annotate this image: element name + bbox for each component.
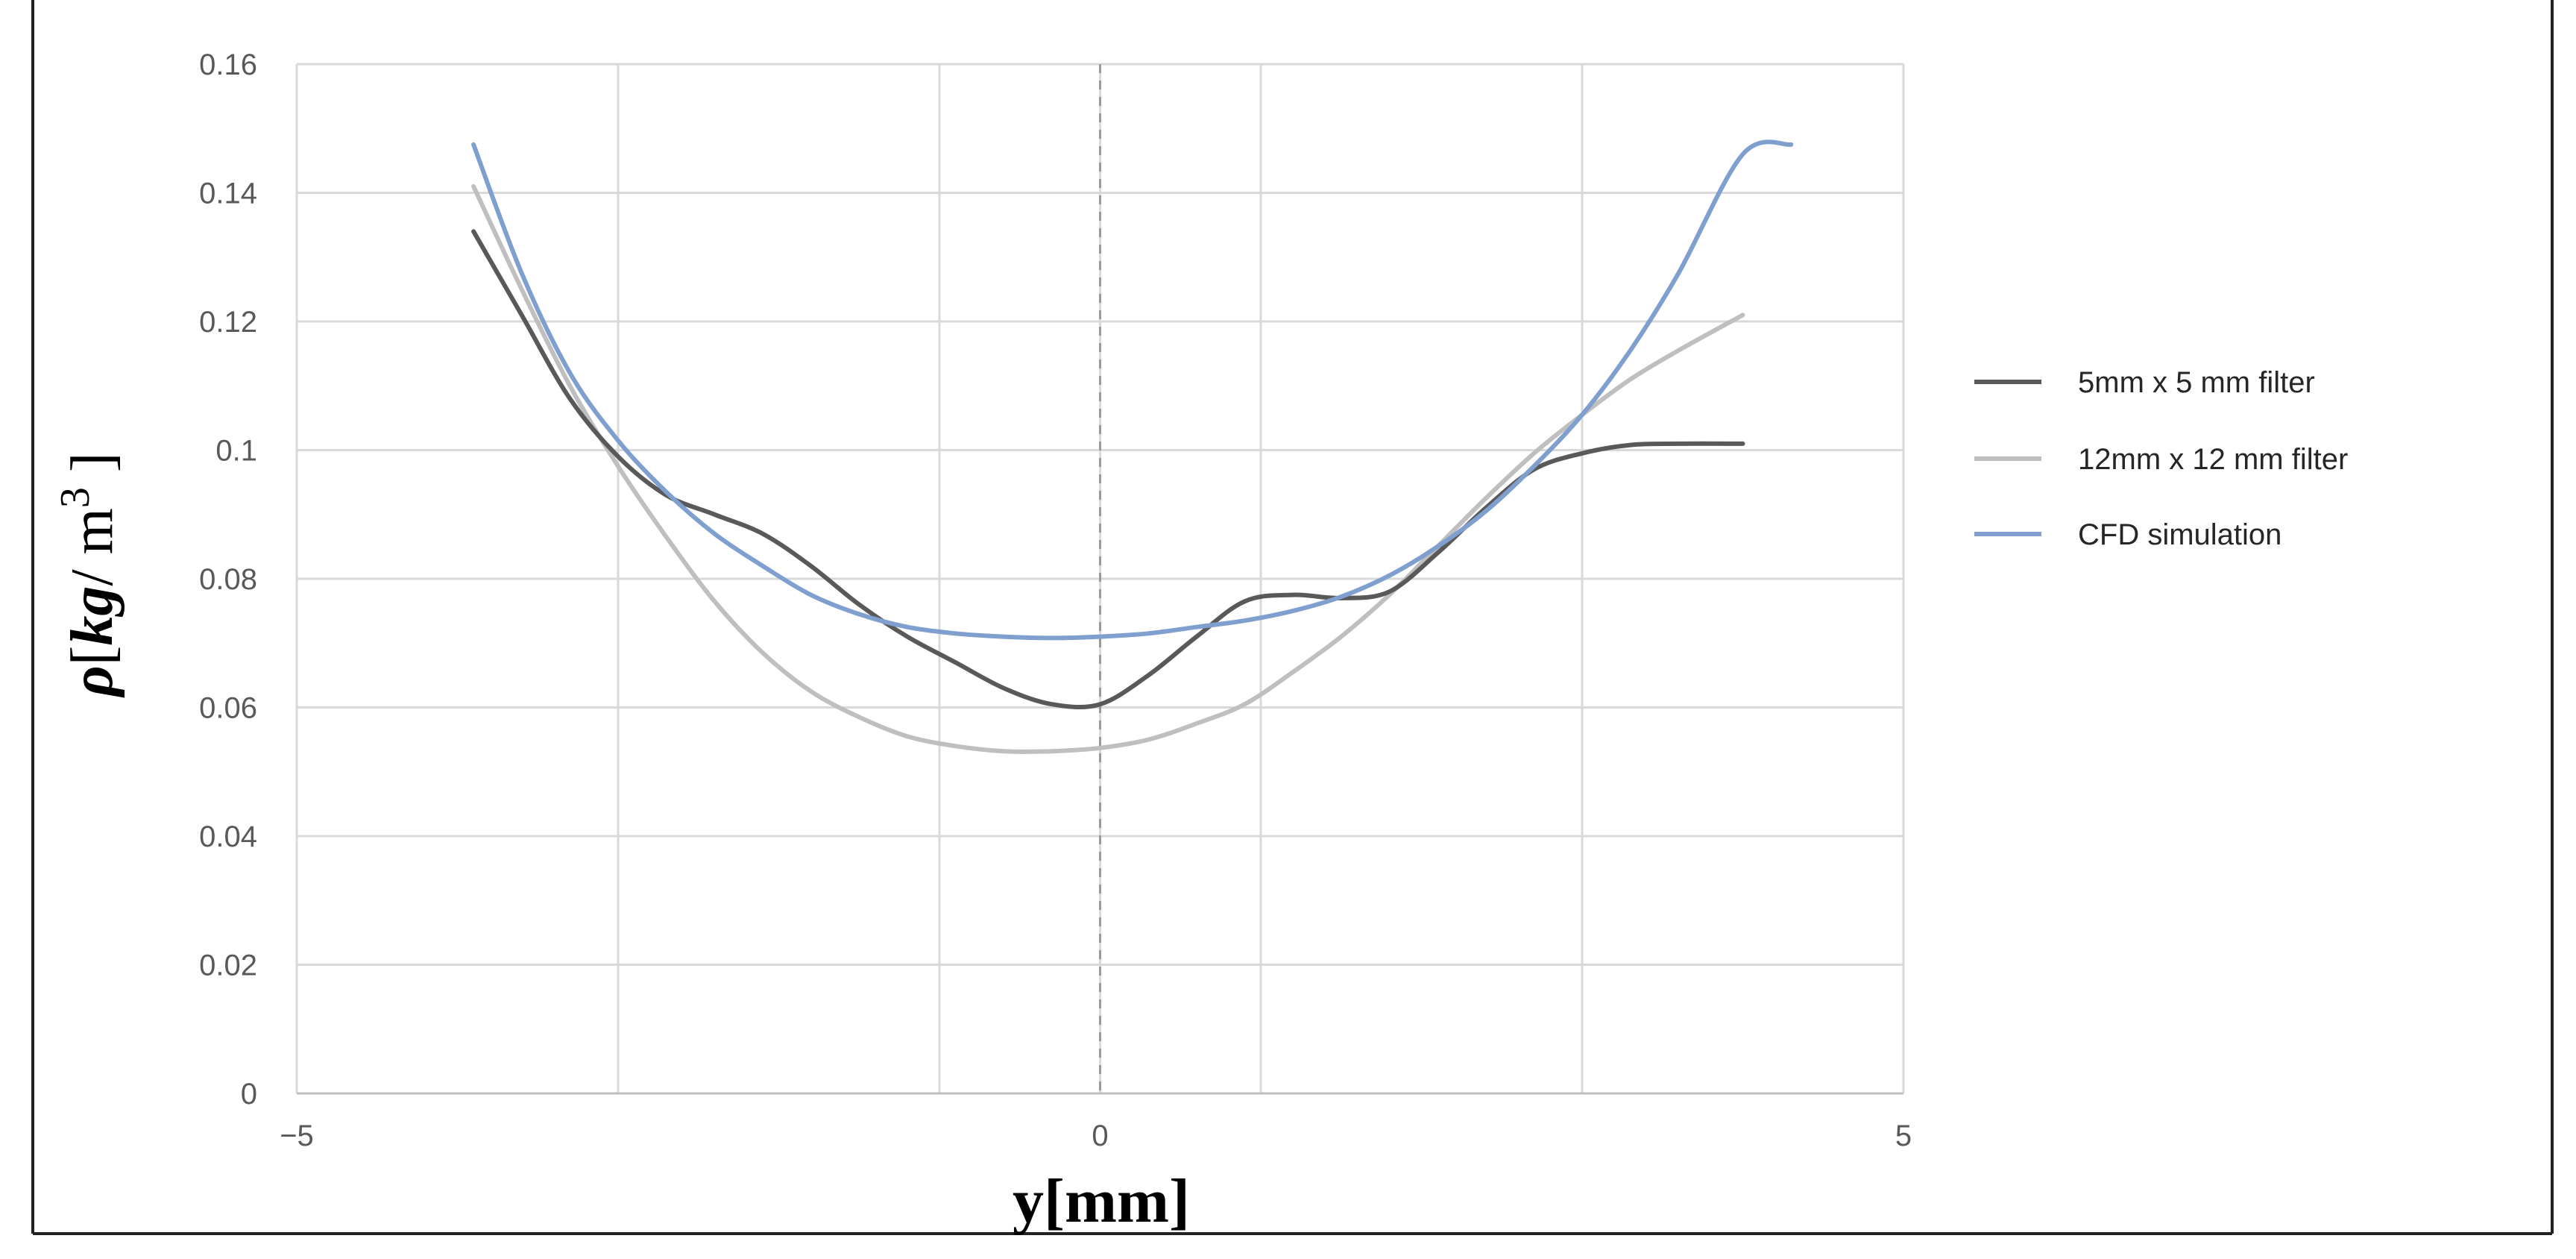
y-tick-label: 0.14	[199, 178, 257, 210]
y-tick-label: 0.06	[199, 692, 257, 725]
y-tick-label: 0.16	[199, 48, 257, 81]
legend-label-5mm-filter: 5mm x 5 mm filter	[2078, 366, 2315, 399]
legend-label-12mm-filter: 12mm x 12 mm filter	[2078, 443, 2348, 476]
tick-labels: 0 0.02 0.04 0.06 0.08 0.1 0.12 0.14 0.16 −5 0 5	[199, 48, 1912, 1152]
series-line-cfd-simulation	[471, 139, 1794, 641]
series-lines	[471, 139, 1794, 754]
axes	[297, 64, 1903, 1095]
y-axis-label-exponent: 3	[52, 487, 98, 508]
y-axis-label-kg: kg	[60, 586, 125, 646]
y-axis-label-bracket-open: [	[60, 646, 125, 666]
x-axis-label: y[mm]	[1013, 1167, 1190, 1236]
x-tick-label: 5	[1895, 1120, 1912, 1152]
y-tick-label: 0.04	[199, 820, 257, 853]
y-tick-label: 0.1	[215, 435, 257, 468]
y-axis-label-unit: / m	[60, 508, 125, 585]
x-tick-label: −5	[280, 1120, 314, 1152]
y-axis-label-bracket-close: ]	[60, 453, 125, 488]
series-line-12mm-filter	[471, 183, 1745, 754]
y-axis-label: ρ[kg/ m3 ]	[52, 453, 125, 698]
y-tick-label: 0.12	[199, 306, 257, 339]
legend: 5mm x 5 mm filter 12mm x 12 mm filter CF…	[1974, 366, 2348, 551]
y-tick-label: 0	[241, 1078, 257, 1111]
y-tick-label: 0.02	[199, 949, 257, 982]
y-axis-label-rho: ρ	[60, 665, 125, 697]
legend-label-cfd-simulation: CFD simulation	[2078, 518, 2281, 551]
x-tick-label: 0	[1092, 1120, 1108, 1152]
y-tick-label: 0.08	[199, 563, 257, 596]
